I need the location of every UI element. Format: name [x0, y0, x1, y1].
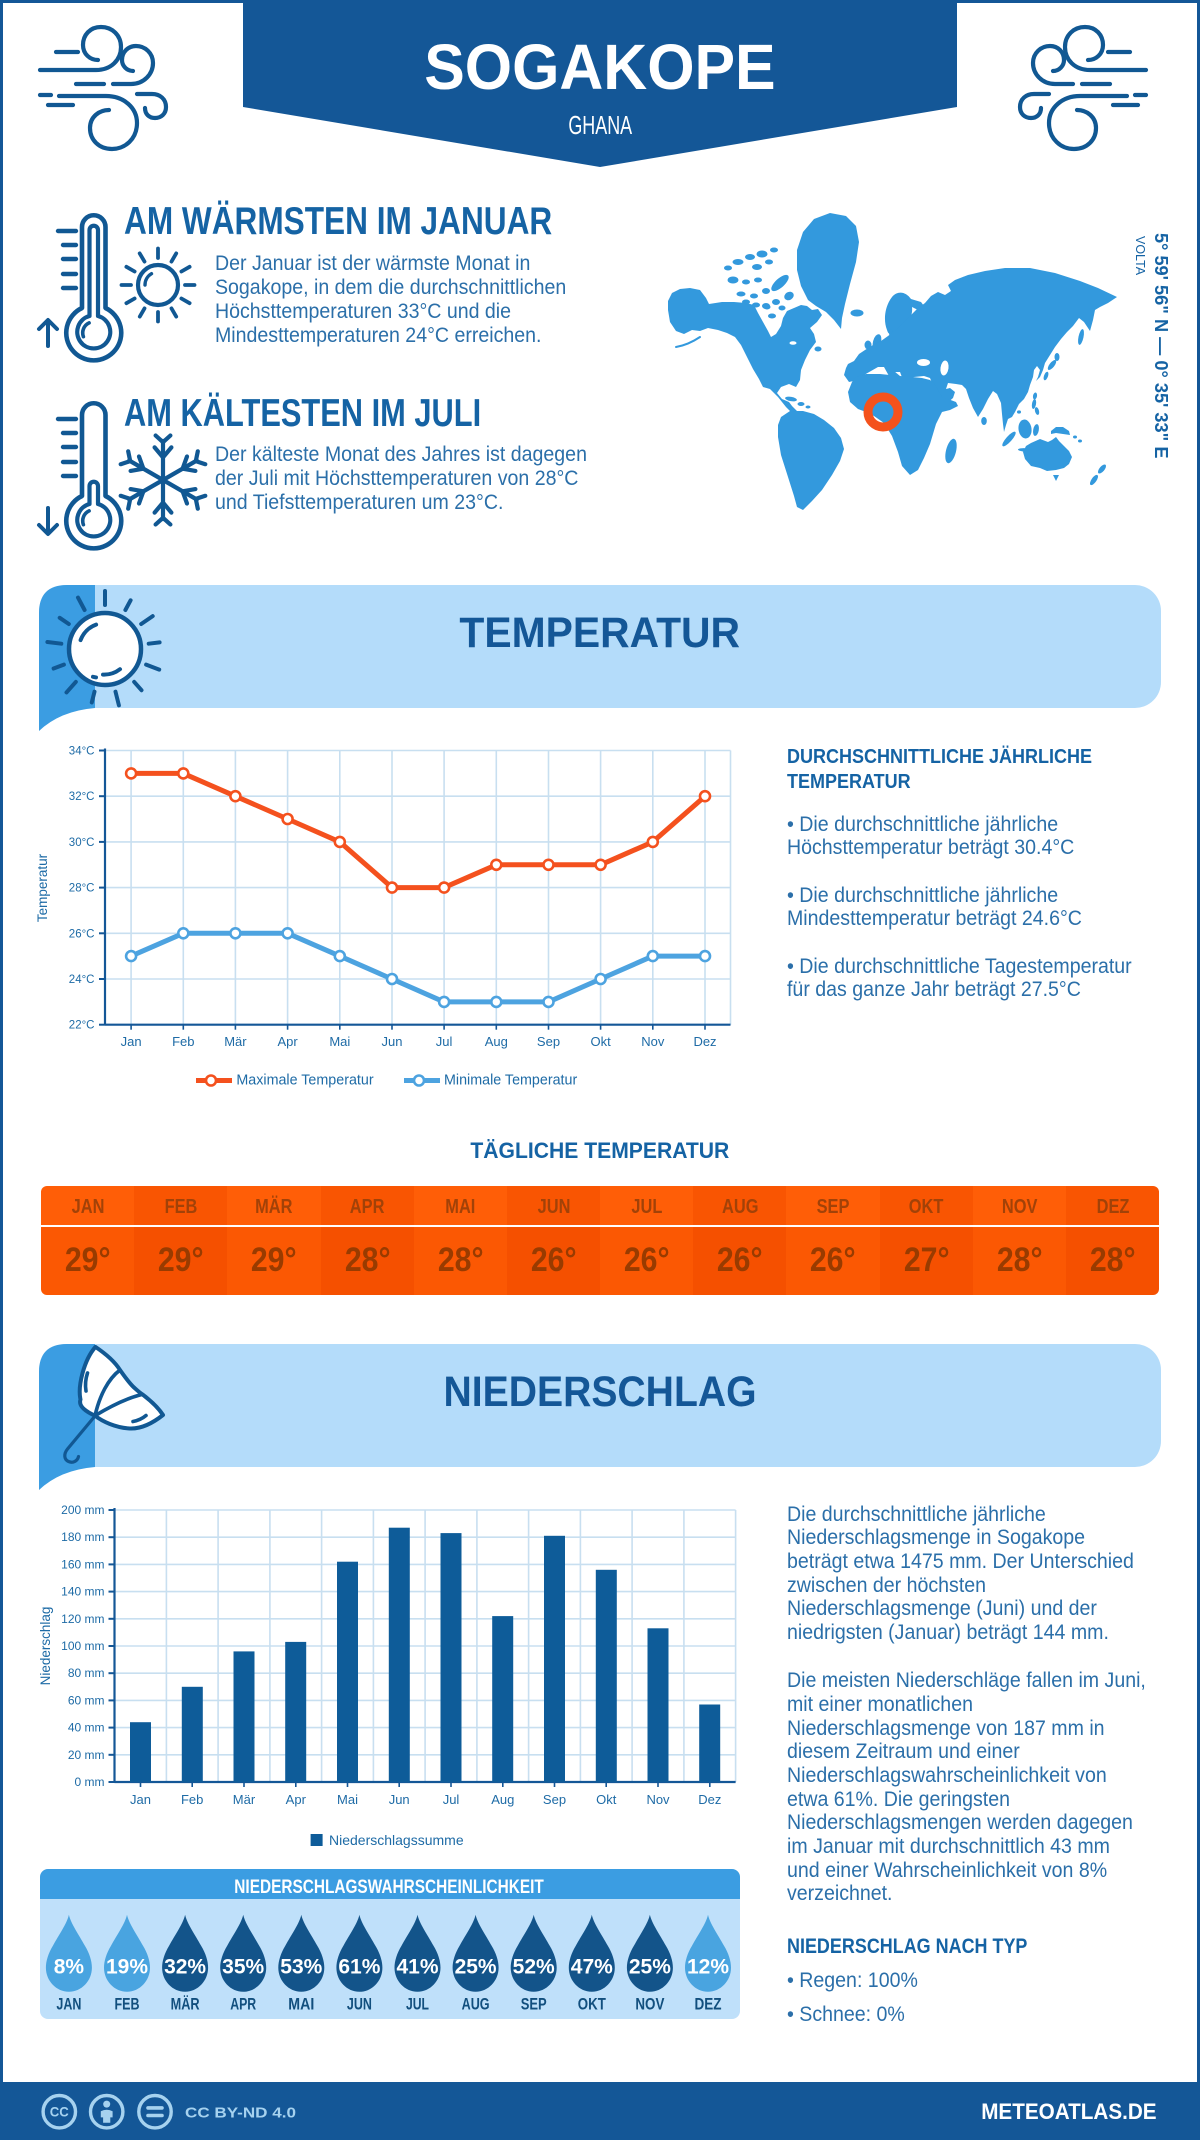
svg-text:DEZ: DEZ [694, 1994, 721, 2013]
svg-text:Mai: Mai [329, 1034, 350, 1049]
svg-text:140 mm: 140 mm [61, 1585, 104, 1599]
svg-text:Dez: Dez [698, 1792, 721, 1807]
svg-text:MÄR: MÄR [170, 1994, 199, 2013]
svg-text:MAI: MAI [288, 1994, 314, 2013]
svg-text:Jun: Jun [389, 1792, 410, 1807]
svg-text:Mär: Mär [224, 1034, 247, 1049]
svg-text:Apr: Apr [277, 1034, 298, 1049]
svg-text:120 mm: 120 mm [61, 1612, 104, 1626]
svg-text:61%: 61% [338, 1955, 380, 1978]
svg-text:41%: 41% [396, 1955, 438, 1978]
svg-text:180 mm: 180 mm [61, 1530, 104, 1544]
svg-text:160 mm: 160 mm [61, 1557, 104, 1571]
svg-text:25%: 25% [454, 1955, 496, 1978]
svg-text:20 mm: 20 mm [68, 1748, 105, 1762]
svg-text:Niederschlagssumme: Niederschlagssumme [329, 1832, 464, 1848]
svg-text:26°C: 26°C [69, 928, 95, 940]
svg-text:Jul: Jul [443, 1792, 460, 1807]
svg-text:JAN: JAN [56, 1994, 81, 2013]
svg-text:CC: CC [50, 2104, 69, 2120]
svg-text:Okt: Okt [596, 1792, 617, 1807]
svg-text:Feb: Feb [172, 1034, 194, 1049]
svg-text:0 mm: 0 mm [75, 1775, 105, 1789]
svg-text:AUG: AUG [461, 1994, 489, 2013]
svg-text:Aug: Aug [491, 1792, 514, 1807]
svg-text:100 mm: 100 mm [61, 1639, 104, 1653]
svg-text:Nov: Nov [646, 1792, 670, 1807]
svg-text:Sep: Sep [543, 1792, 566, 1807]
svg-text:35%: 35% [222, 1955, 264, 1978]
svg-text:22°C: 22°C [69, 1020, 95, 1032]
svg-text:Dez: Dez [693, 1034, 716, 1049]
svg-text:JUL: JUL [406, 1994, 429, 2013]
svg-text:60 mm: 60 mm [68, 1693, 105, 1707]
svg-text:Aug: Aug [485, 1034, 508, 1049]
svg-text:Niederschlag: Niederschlag [38, 1607, 53, 1686]
svg-text:53%: 53% [280, 1955, 322, 1978]
svg-text:Maximale Temperatur: Maximale Temperatur [236, 1073, 373, 1089]
svg-text:Sep: Sep [537, 1034, 560, 1049]
svg-text:Okt: Okt [590, 1034, 611, 1049]
svg-text:200 mm: 200 mm [61, 1503, 104, 1517]
svg-text:25%: 25% [628, 1955, 670, 1978]
svg-text:52%: 52% [512, 1955, 554, 1978]
svg-text:24°C: 24°C [69, 974, 95, 986]
svg-text:Minimale Temperatur: Minimale Temperatur [444, 1073, 577, 1089]
svg-text:CC BY-ND 4.0: CC BY-ND 4.0 [185, 2105, 296, 2122]
svg-text:32%: 32% [164, 1955, 206, 1978]
svg-text:47%: 47% [570, 1955, 612, 1978]
svg-text:8%: 8% [53, 1955, 84, 1978]
svg-text:Jan: Jan [121, 1034, 142, 1049]
svg-text:34°C: 34°C [69, 746, 95, 758]
svg-text:12%: 12% [686, 1955, 728, 1978]
svg-text:32°C: 32°C [69, 791, 95, 803]
svg-text:30°C: 30°C [69, 837, 95, 849]
svg-text:19%: 19% [105, 1955, 147, 1978]
svg-text:OKT: OKT [577, 1994, 605, 2013]
svg-text:40 mm: 40 mm [68, 1721, 105, 1735]
svg-text:Mai: Mai [337, 1792, 358, 1807]
svg-text:Jul: Jul [436, 1034, 453, 1049]
svg-text:SEP: SEP [520, 1994, 546, 2013]
svg-text:Temperatur: Temperatur [35, 853, 50, 922]
svg-text:Jun: Jun [382, 1034, 403, 1049]
svg-text:APR: APR [230, 1994, 256, 2013]
svg-text:NOV: NOV [635, 1994, 665, 2013]
svg-text:Nov: Nov [641, 1034, 665, 1049]
svg-text:80 mm: 80 mm [68, 1666, 105, 1680]
svg-text:Feb: Feb [181, 1792, 203, 1807]
svg-text:Apr: Apr [286, 1792, 307, 1807]
svg-text:28°C: 28°C [69, 883, 95, 895]
svg-text:Jan: Jan [130, 1792, 151, 1807]
svg-text:JUN: JUN [346, 1994, 371, 2013]
svg-text:Mär: Mär [233, 1792, 256, 1807]
svg-text:FEB: FEB [114, 1994, 139, 2013]
